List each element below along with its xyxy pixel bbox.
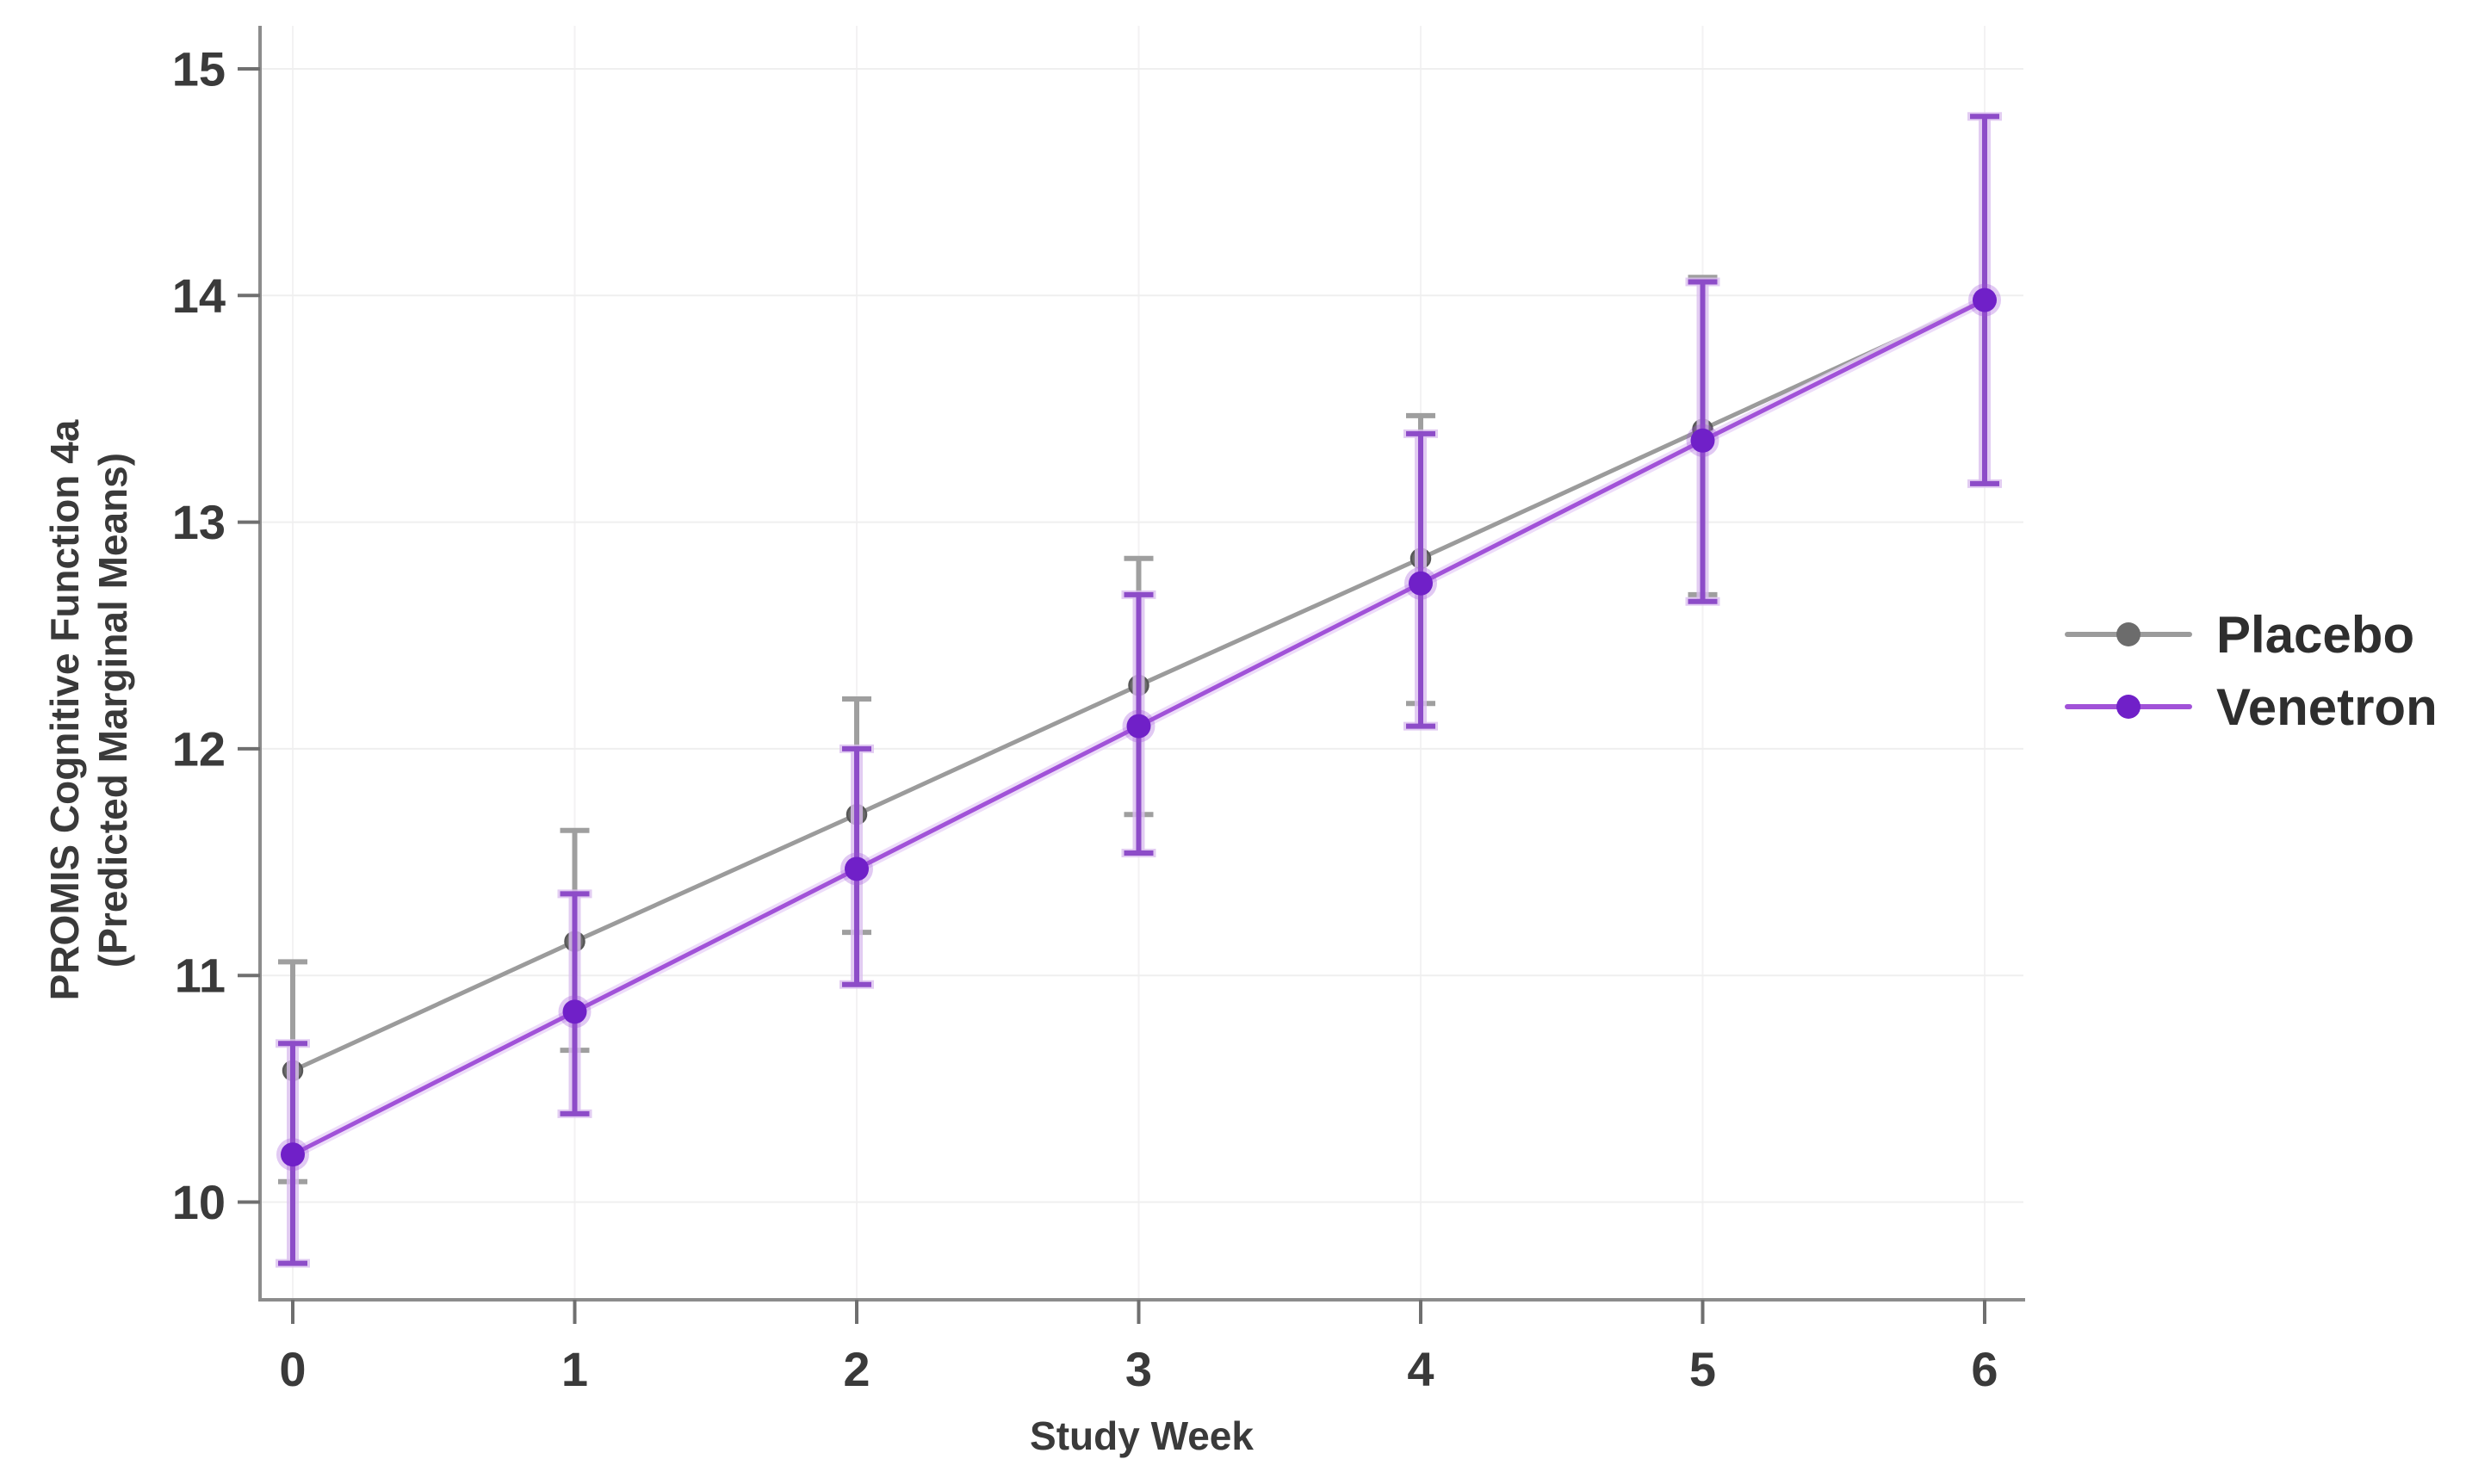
y-axis-ticks: 10 11 12 13 14 15 — [172, 42, 260, 1229]
x-tick-label: 6 — [1971, 1342, 1998, 1396]
data-point-marker — [1973, 288, 1997, 312]
y-tick-label: 13 — [172, 495, 226, 549]
x-tick-label: 0 — [279, 1342, 306, 1396]
data-point-marker — [845, 856, 869, 881]
x-axis-title-text: Study Week — [1030, 1413, 1254, 1458]
y-tick-label: 11 — [175, 949, 226, 1003]
legend: Placebo Venetron — [2065, 603, 2438, 739]
placebo-legend-swatch — [2065, 621, 2192, 647]
legend-item-placebo: Placebo — [2065, 603, 2438, 666]
venetron-legend-marker-dot — [2116, 695, 2141, 719]
y-tick-label: 15 — [172, 42, 226, 96]
series-venetron — [276, 112, 2002, 1268]
x-tick-label: 2 — [843, 1342, 870, 1396]
data-point-marker — [281, 1142, 305, 1167]
venetron-legend-swatch — [2065, 694, 2192, 720]
data-point-marker — [562, 999, 587, 1024]
x-tick-label: 4 — [1407, 1342, 1434, 1396]
legend-label-placebo: Placebo — [2216, 605, 2415, 664]
y-tick-label: 10 — [172, 1175, 226, 1229]
x-tick-label: 1 — [561, 1342, 588, 1396]
legend-item-venetron: Venetron — [2065, 675, 2438, 739]
x-tick-label: 5 — [1689, 1342, 1716, 1396]
y-axis-title-line2: (Predicted Marginal Means) — [90, 452, 135, 968]
x-axis-ticks: 0 1 2 3 4 5 6 — [279, 1300, 1998, 1396]
y-tick-label: 12 — [172, 721, 226, 776]
data-point-marker — [1409, 571, 1433, 596]
y-tick-label: 14 — [172, 269, 226, 323]
placebo-legend-marker-dot — [2116, 622, 2141, 646]
y-axis-title-line1: PROMIS Cognitive Function 4a — [41, 419, 87, 1001]
data-point-marker — [1690, 428, 1715, 453]
legend-label-venetron: Venetron — [2216, 677, 2438, 736]
x-tick-label: 3 — [1125, 1342, 1152, 1396]
axes — [258, 26, 2025, 1302]
data-point-marker — [1126, 714, 1151, 739]
